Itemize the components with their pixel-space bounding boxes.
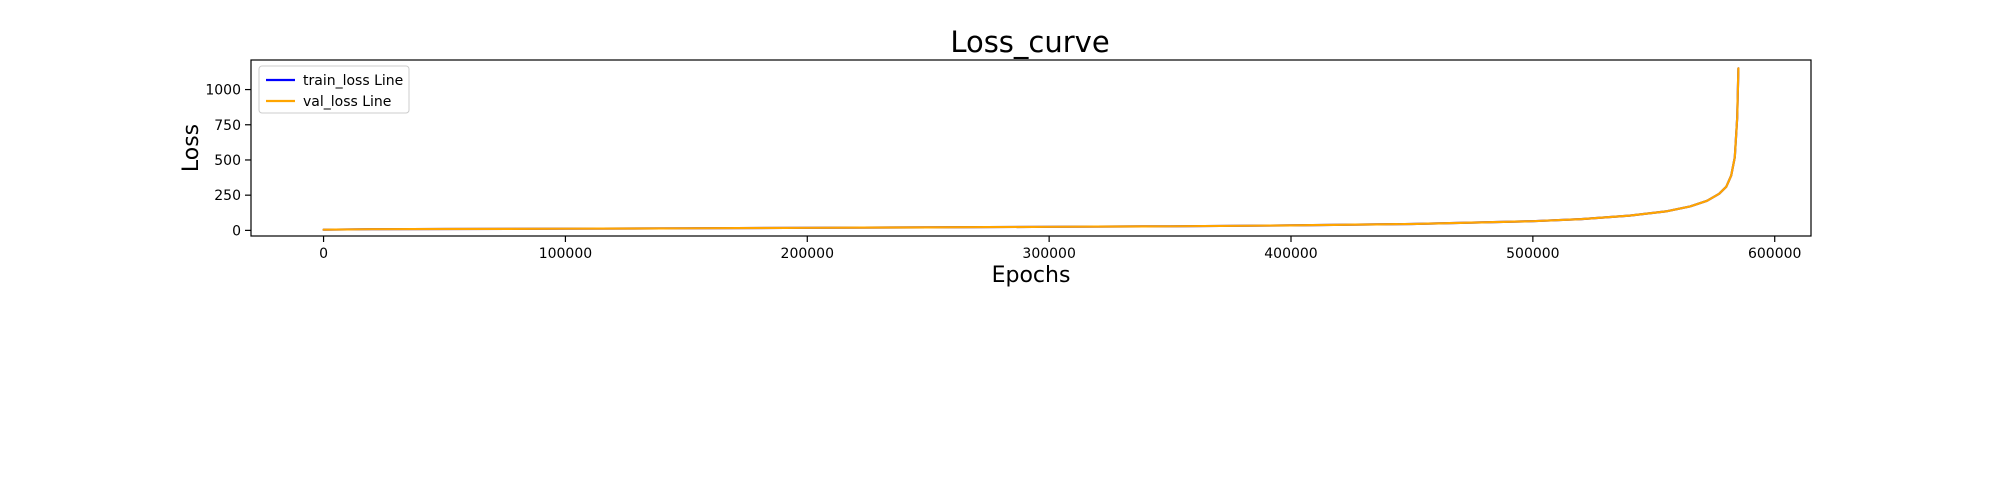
legend: train_loss Line val_loss Line [258, 65, 410, 114]
x-axis-label: Epochs [992, 263, 1071, 288]
y-axis-label: Loss [179, 124, 204, 172]
x-tick-label: 500000 [1506, 246, 1559, 262]
x-tick-label: 200000 [781, 246, 834, 262]
plot-frame [250, 59, 1812, 237]
y-tick-label: 0 [232, 223, 241, 239]
x-tick-label: 400000 [1264, 246, 1317, 262]
legend-entries: train_loss Line val_loss Line [266, 73, 403, 110]
legend-label: train_loss Line [303, 73, 403, 89]
x-tick-label: 0 [319, 246, 328, 262]
series-line-val-loss [322, 67, 1740, 231]
x-axis: 0 100000 200000 300000 400000 500000 600000 [319, 236, 1801, 262]
y-axis: 0 250 500 750 1000 [205, 83, 251, 239]
series-line-train-loss [322, 67, 1740, 231]
chart-title: Loss_curve [950, 25, 1109, 59]
x-tick-label: 100000 [539, 246, 592, 262]
y-tick-label: 250 [214, 188, 241, 204]
x-tick-label: 300000 [1022, 246, 1075, 262]
legend-label: val_loss Line [303, 94, 391, 110]
plot-area [250, 59, 1812, 237]
y-tick-label: 750 [214, 118, 241, 134]
legend-box [258, 65, 410, 114]
series-layer [322, 67, 1740, 231]
y-tick-label: 500 [214, 153, 241, 169]
y-tick-label: 1000 [205, 83, 241, 99]
x-tick-label: 600000 [1748, 246, 1801, 262]
